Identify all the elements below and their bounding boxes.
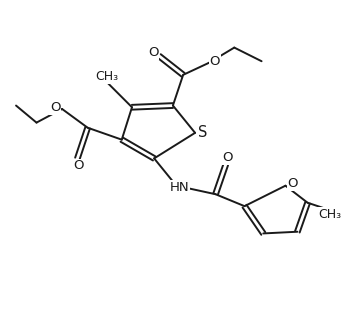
Text: S: S: [198, 125, 207, 140]
Text: O: O: [222, 151, 233, 164]
Text: HN: HN: [170, 181, 190, 194]
Text: O: O: [148, 46, 158, 59]
Text: O: O: [209, 55, 220, 68]
Text: O: O: [73, 159, 83, 172]
Text: CH₃: CH₃: [95, 70, 118, 83]
Text: O: O: [288, 178, 298, 190]
Text: CH₃: CH₃: [318, 208, 341, 221]
Text: O: O: [50, 101, 61, 114]
